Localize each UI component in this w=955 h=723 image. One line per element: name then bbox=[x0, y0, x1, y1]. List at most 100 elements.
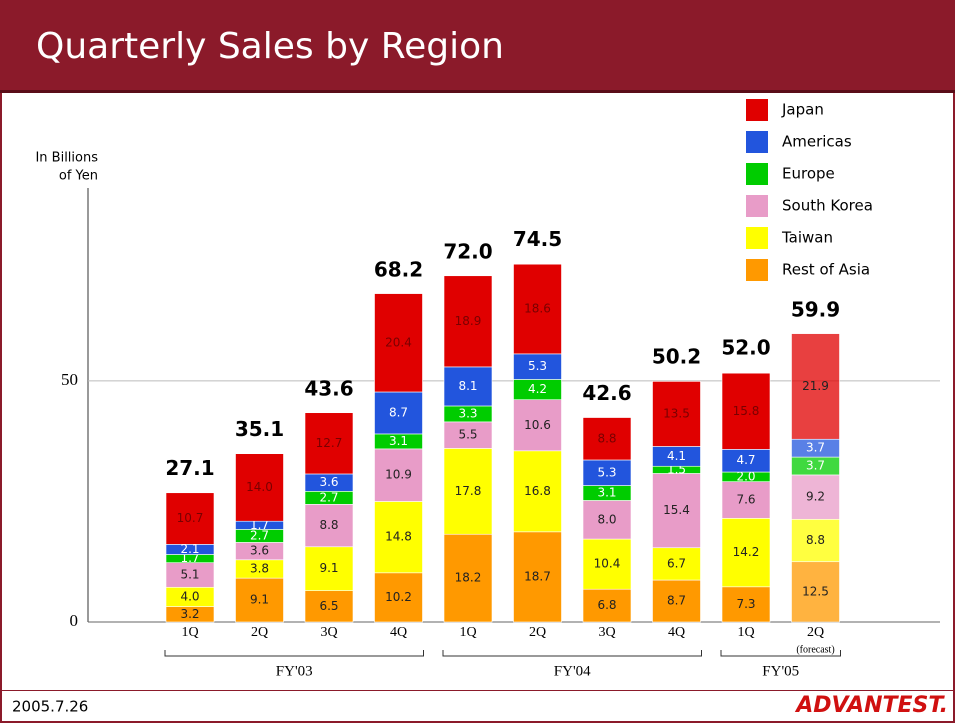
bar-segment bbox=[304, 504, 354, 548]
legend-label: Taiwan bbox=[781, 229, 833, 247]
group-bracket bbox=[720, 650, 841, 657]
value-label: 7.6 bbox=[736, 492, 755, 506]
bar-segment bbox=[304, 590, 354, 623]
legend-swatch bbox=[746, 131, 768, 153]
value-label: 10.7 bbox=[177, 511, 204, 525]
value-label: 8.8 bbox=[806, 533, 825, 547]
value-label: 15.4 bbox=[663, 503, 690, 517]
bar-segment bbox=[443, 275, 493, 368]
value-label: 9.1 bbox=[250, 593, 269, 607]
value-label: 10.9 bbox=[385, 468, 412, 482]
value-label: 3.3 bbox=[458, 406, 477, 420]
bar-segment bbox=[513, 353, 562, 380]
value-label: 9.2 bbox=[806, 490, 825, 504]
bar-segment bbox=[721, 372, 771, 450]
bar-segment bbox=[582, 500, 632, 540]
bar-segment bbox=[791, 561, 840, 623]
value-label: 6.8 bbox=[597, 598, 616, 612]
value-label: 21.9 bbox=[802, 379, 829, 393]
bar-segment bbox=[374, 448, 423, 502]
group-label: FY'05 bbox=[762, 663, 799, 679]
total-label: 43.6 bbox=[304, 376, 353, 400]
bar-segment bbox=[721, 518, 771, 588]
bar-segment bbox=[721, 586, 771, 623]
value-label: 10.6 bbox=[524, 418, 551, 432]
y-label: In Billions bbox=[35, 151, 98, 166]
legend-swatch bbox=[746, 99, 768, 121]
y-tick-label: 50 bbox=[61, 370, 78, 389]
value-label: 5.3 bbox=[528, 359, 547, 373]
x-tick-label: 1Q bbox=[181, 625, 198, 640]
value-label: 2.7 bbox=[250, 528, 269, 542]
value-label: 3.2 bbox=[180, 607, 199, 621]
bar-segment bbox=[235, 453, 284, 522]
x-tick-label: 4Q bbox=[668, 625, 685, 640]
bar-segment bbox=[582, 538, 632, 590]
value-label: 18.2 bbox=[455, 571, 482, 585]
bar-segment bbox=[513, 263, 562, 355]
value-label: 5.5 bbox=[458, 428, 477, 442]
x-tick-label: 2Q bbox=[529, 625, 546, 640]
total-label: 68.2 bbox=[374, 258, 423, 282]
x-tick-label: 1Q bbox=[459, 625, 476, 640]
bar-segment bbox=[304, 546, 354, 591]
value-label: 3.7 bbox=[806, 441, 825, 455]
bar-segment bbox=[513, 450, 562, 533]
bar-segment bbox=[652, 579, 701, 623]
legend-swatch bbox=[746, 163, 768, 185]
value-label: 8.7 bbox=[389, 405, 408, 419]
bar-segment bbox=[374, 391, 423, 435]
x-tick-label: 3Q bbox=[320, 625, 337, 640]
total-label: 35.1 bbox=[235, 417, 284, 441]
bar-segment bbox=[165, 562, 215, 588]
bar-segment bbox=[652, 473, 701, 549]
legend-label: Japan bbox=[781, 101, 824, 119]
value-label: 14.8 bbox=[385, 530, 412, 544]
value-label: 8.0 bbox=[597, 512, 616, 526]
value-label: 6.5 bbox=[319, 599, 338, 613]
total-label: 72.0 bbox=[443, 239, 492, 263]
value-label: 13.5 bbox=[663, 406, 690, 420]
value-label: 5.3 bbox=[597, 465, 616, 479]
value-label: 17.8 bbox=[455, 484, 482, 498]
value-label: 14.2 bbox=[733, 545, 760, 559]
bar-segment bbox=[374, 293, 423, 393]
value-label: 15.8 bbox=[733, 404, 760, 418]
bar-segment bbox=[443, 533, 493, 623]
value-label: 6.7 bbox=[667, 556, 686, 570]
y-label: of Yen bbox=[59, 169, 98, 184]
total-label: 42.6 bbox=[582, 381, 631, 405]
bar-segment bbox=[374, 572, 423, 623]
value-label: 5.1 bbox=[180, 567, 199, 581]
value-label: 3.8 bbox=[250, 561, 269, 575]
value-label: 8.1 bbox=[458, 379, 477, 393]
value-label: 4.7 bbox=[736, 453, 755, 467]
legend-swatch bbox=[746, 259, 768, 281]
legend-label: Europe bbox=[782, 165, 835, 183]
total-label: 59.9 bbox=[791, 298, 840, 322]
value-label: 4.2 bbox=[528, 382, 547, 396]
legend-swatch bbox=[746, 227, 768, 249]
value-label: 3.7 bbox=[806, 459, 825, 473]
value-label: 2.1 bbox=[180, 542, 199, 556]
bar-segment bbox=[582, 459, 632, 486]
bar-segment bbox=[443, 421, 493, 449]
value-label: 9.1 bbox=[319, 561, 338, 575]
value-label: 3.1 bbox=[389, 434, 408, 448]
bar-segment bbox=[304, 412, 354, 475]
value-label: 12.5 bbox=[802, 584, 829, 598]
value-label: 20.4 bbox=[385, 335, 412, 349]
group-bracket bbox=[164, 650, 424, 657]
total-label: 74.5 bbox=[513, 227, 562, 251]
annotation: (forecast) bbox=[796, 644, 834, 655]
bar-segment bbox=[374, 501, 423, 574]
title-rule bbox=[0, 90, 955, 93]
x-tick-label: 4Q bbox=[390, 625, 407, 640]
bar-segment bbox=[652, 381, 701, 447]
bar-segment bbox=[791, 518, 840, 563]
x-tick-label: 2Q bbox=[251, 625, 268, 640]
group-bracket bbox=[442, 650, 702, 657]
value-label: 18.7 bbox=[524, 569, 551, 583]
total-label: 27.1 bbox=[165, 456, 214, 480]
